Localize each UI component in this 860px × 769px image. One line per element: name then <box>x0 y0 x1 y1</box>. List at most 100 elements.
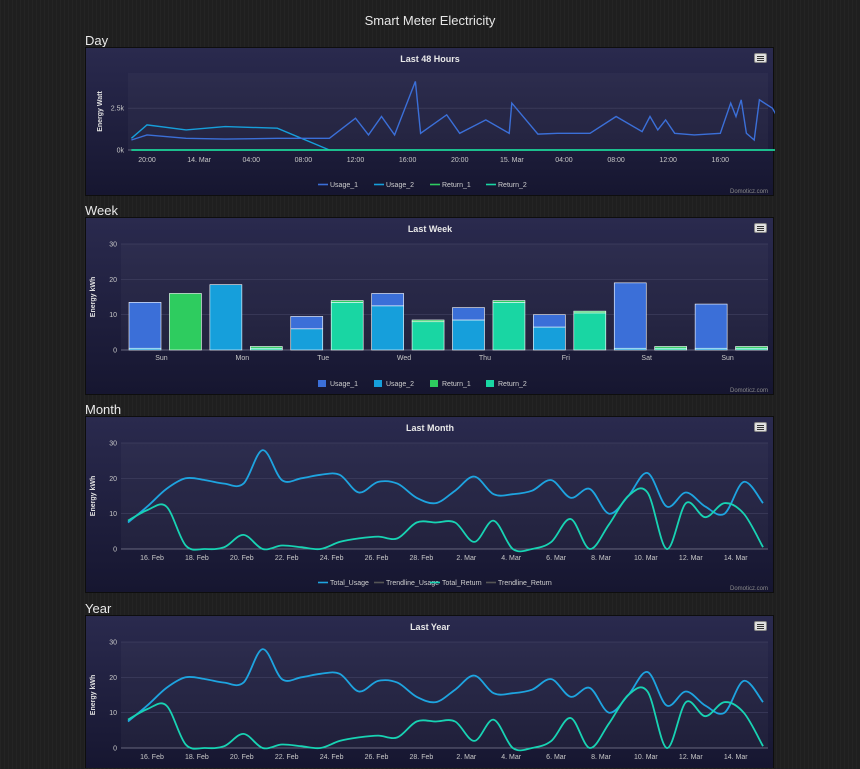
series-line-usage_2 <box>130 124 330 151</box>
x-tick-label: Fri <box>562 355 571 362</box>
legend-swatch <box>318 380 326 387</box>
legend-item: Return_2 <box>498 381 527 388</box>
section-label-year: Year <box>85 601 112 616</box>
series-line-total_usage <box>127 648 764 723</box>
bar-usage_2 <box>533 326 566 351</box>
x-tick-label: 10. Mar <box>634 754 658 761</box>
x-tick-label: Wed <box>397 355 411 362</box>
legend-item: Usage_1 <box>330 381 358 388</box>
x-tick-label: 20. Feb <box>230 555 254 562</box>
x-tick-label: 24. Feb <box>320 754 344 761</box>
plot-area <box>121 443 768 549</box>
chart-title: Last Year <box>410 622 450 632</box>
x-tick-label: 08:00 <box>607 157 625 164</box>
x-tick-label: 24. Feb <box>320 555 344 562</box>
x-tick-label: 26. Feb <box>365 555 389 562</box>
chart-panel-year: Last Year Energy kWh 0 10 20 30 16. Feb 18. Feb… <box>85 615 774 768</box>
x-tick-label: 20:00 <box>451 157 469 164</box>
chart-menu-button-year[interactable] <box>754 621 767 631</box>
x-tick-label: 15. Mar <box>500 157 524 164</box>
x-tick-label: 4. Mar <box>501 555 522 562</box>
legend-swatch <box>374 380 382 387</box>
x-tick-label: 10. Mar <box>634 555 658 562</box>
y-tick-label: 20 <box>109 476 117 483</box>
series-line-total_return <box>127 686 764 752</box>
bar-usage_2 <box>290 328 324 351</box>
x-tick-label: 04:00 <box>555 157 573 164</box>
legend-item: Total_Usage <box>330 580 369 587</box>
series-line-usage_1 <box>131 81 775 142</box>
x-tick-label: 6. Mar <box>546 555 567 562</box>
x-tick-label: 18. Feb <box>185 754 209 761</box>
x-tick-label: 28. Feb <box>410 555 434 562</box>
y-axis-label: Energy kWh <box>90 277 97 317</box>
x-tick-label: 22. Feb <box>275 555 299 562</box>
legend-swatch <box>430 380 438 387</box>
series-line-total_usage <box>127 449 764 524</box>
legend-item: Total_Return <box>442 580 482 587</box>
y-tick-label: 10 <box>109 511 117 518</box>
x-tick-label: Thu <box>479 355 491 362</box>
legend-item: Trendline_Usage <box>386 580 439 587</box>
credit-text: Domoticz.com <box>730 189 768 195</box>
y-tick-label: 20 <box>109 277 117 284</box>
legend-item: Return_1 <box>442 182 471 189</box>
y-tick-label: 20 <box>109 675 117 682</box>
bar-usage_1 <box>452 307 485 321</box>
bar-return_2 <box>492 302 526 351</box>
bar-return_1 <box>411 319 445 323</box>
x-tick-label: Tue <box>317 355 329 362</box>
bar-usage_2 <box>209 284 243 351</box>
bar-usage_1 <box>128 302 162 349</box>
x-tick-label: 22. Feb <box>275 754 299 761</box>
hamburger-icon <box>757 624 764 625</box>
credit-text: Domoticz.com <box>730 586 768 592</box>
y-tick-label: 0 <box>113 348 117 355</box>
x-tick-label: 8. Mar <box>591 555 612 562</box>
y-tick-label: 30 <box>109 640 117 647</box>
bar-return_1 <box>573 310 607 314</box>
x-tick-label: 4. Mar <box>501 754 522 761</box>
x-tick-label: 16. Feb <box>140 754 164 761</box>
bar-return_1 <box>250 346 283 349</box>
plot-area <box>121 642 768 748</box>
x-tick-label: Sun <box>721 355 734 362</box>
chart-menu-button-week[interactable] <box>754 223 767 233</box>
legend-item: Trendline_Return <box>498 580 552 587</box>
section-label-week: Week <box>85 203 118 218</box>
x-tick-label: 12:00 <box>347 157 365 164</box>
y-tick-label: 10 <box>109 312 117 319</box>
x-tick-label: 16:00 <box>712 157 730 164</box>
section-label-month: Month <box>85 402 122 417</box>
legend-item: Usage_2 <box>386 182 414 189</box>
y-tick-label: 10 <box>109 710 117 717</box>
x-tick-label: 28. Feb <box>410 754 434 761</box>
x-tick-label: 20. Feb <box>230 754 254 761</box>
x-tick-label: 16. Feb <box>140 555 164 562</box>
chart-panel-week: Last Week Energy kWh 0 10 20 30 Sun Mon Tue Wed Th… <box>85 217 774 395</box>
y-axis-label: Energy kWh <box>90 476 97 516</box>
x-tick-label: 8. Mar <box>591 754 612 761</box>
x-tick-label: 16:00 <box>399 157 417 164</box>
x-tick-label: 14. Mar <box>724 754 748 761</box>
chart-panel-month: Last Month Energy kWh 0 10 20 30 16. Feb 18. Fe… <box>85 416 774 593</box>
bar-return_1 <box>735 346 768 349</box>
x-tick-label: 2. Mar <box>456 754 477 761</box>
bar-return_1 <box>654 346 687 349</box>
y-tick-label: 0 <box>113 547 117 554</box>
x-tick-label: 12:00 <box>659 157 677 164</box>
bar-usage_1 <box>694 303 728 349</box>
bar-return_1 <box>330 300 364 303</box>
y-axis-label: Energy kWh <box>90 675 97 715</box>
series-line-total_return <box>127 487 764 553</box>
chart-menu-button-day[interactable] <box>754 53 767 63</box>
month-chart: Last Month Energy kWh 0 10 20 30 16. Feb 18. Fe… <box>90 423 768 592</box>
bar-usage_1 <box>371 293 404 307</box>
bar-return_2 <box>573 312 607 351</box>
section-label-day: Day <box>85 33 109 48</box>
bar-usage_1 <box>613 282 647 349</box>
y-tick-label: 30 <box>109 242 117 249</box>
y-tick-label: 2.5k <box>111 106 125 113</box>
credit-text: Domoticz.com <box>730 388 768 394</box>
chart-menu-button-month[interactable] <box>754 422 767 432</box>
